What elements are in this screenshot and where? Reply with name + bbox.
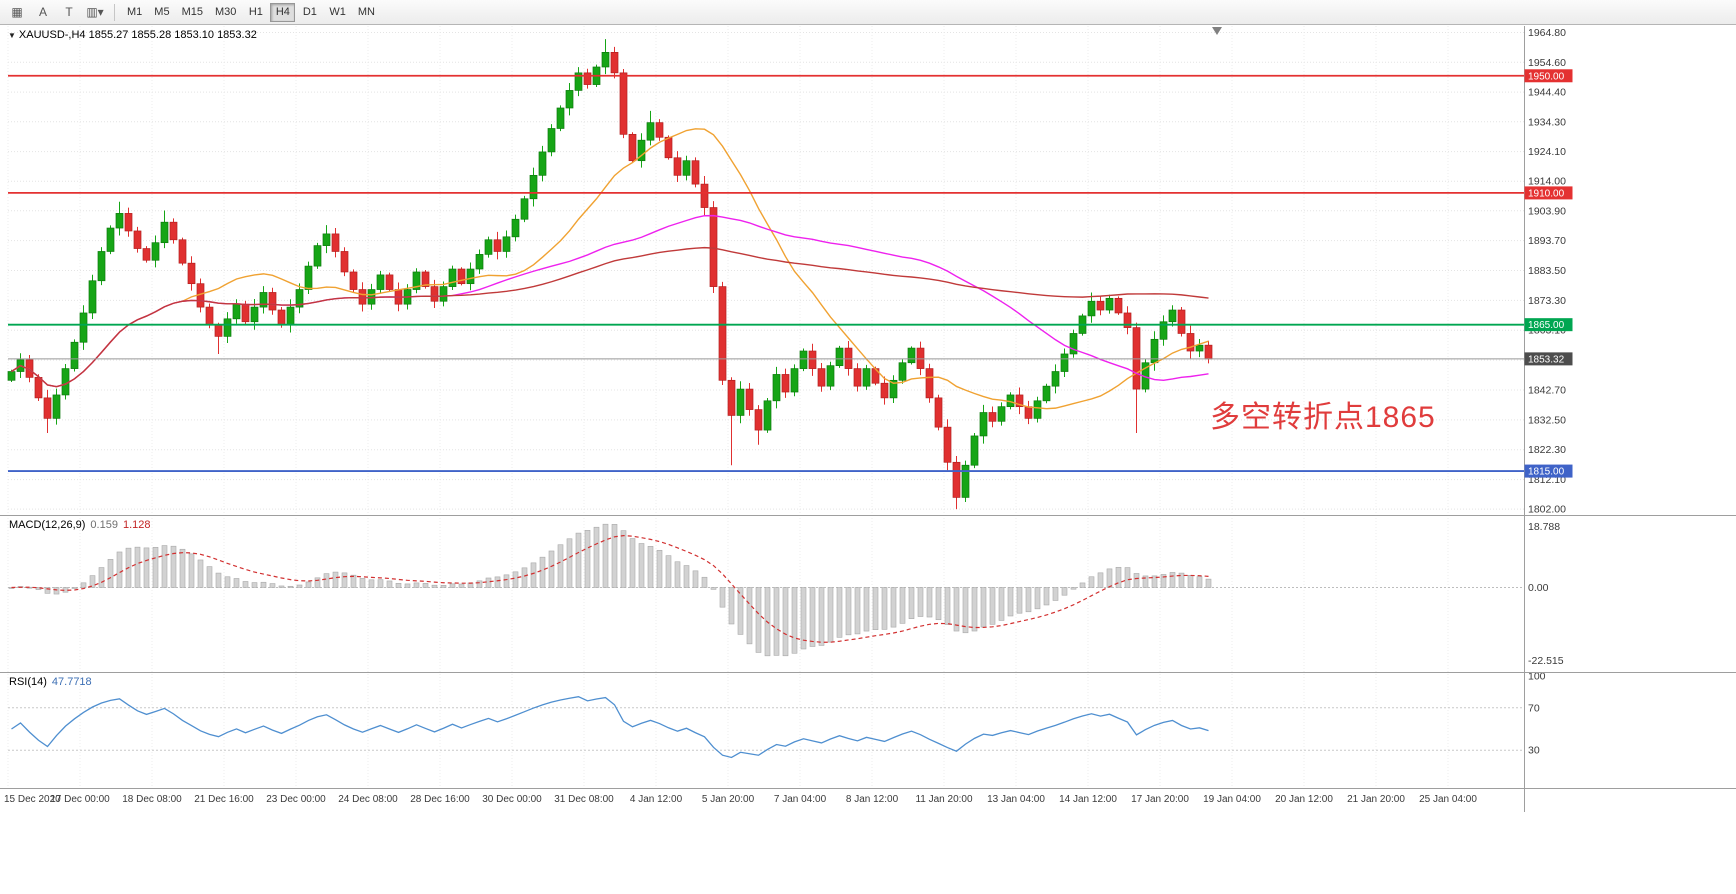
timeframe-button-m5[interactable]: M5 <box>149 3 174 22</box>
rsi-name: RSI(14) <box>9 676 47 688</box>
svg-text:17 Jan 20:00: 17 Jan 20:00 <box>1131 794 1189 805</box>
timeframe-button-m30[interactable]: M30 <box>210 3 241 22</box>
chart-shift-marker <box>1212 27 1222 35</box>
svg-text:1853.32: 1853.32 <box>1528 354 1565 365</box>
svg-text:1893.70: 1893.70 <box>1528 235 1566 247</box>
candlestick-series <box>7 39 1213 510</box>
rsi-indicator-label: RSI(14) 47.7718 <box>9 676 92 688</box>
svg-text:1873.30: 1873.30 <box>1528 295 1566 307</box>
timeframe-button-h1[interactable]: H1 <box>243 3 268 22</box>
macd-indicator-label: MACD(12,26,9) 0.159 1.128 <box>9 519 150 531</box>
svg-text:1914.00: 1914.00 <box>1528 176 1566 188</box>
svg-text:14 Jan 12:00: 14 Jan 12:00 <box>1059 794 1117 805</box>
grid <box>7 26 1524 788</box>
panel-separators <box>0 26 1736 812</box>
svg-text:7 Jan 04:00: 7 Jan 04:00 <box>774 794 827 805</box>
svg-text:100: 100 <box>1528 671 1546 683</box>
svg-text:70: 70 <box>1528 702 1540 714</box>
svg-text:1842.70: 1842.70 <box>1528 384 1566 396</box>
svg-text:1964.80: 1964.80 <box>1528 27 1566 39</box>
moving-averages <box>11 128 1209 410</box>
toolbar-separator <box>114 3 115 21</box>
svg-text:5 Jan 20:00: 5 Jan 20:00 <box>702 794 755 805</box>
svg-text:31 Dec 08:00: 31 Dec 08:00 <box>554 794 614 805</box>
svg-text:15 Dec 2020: 15 Dec 2020 <box>4 794 61 805</box>
svg-text:17 Dec 00:00: 17 Dec 00:00 <box>50 794 110 805</box>
svg-text:1944.40: 1944.40 <box>1528 87 1566 99</box>
svg-text:24 Dec 08:00: 24 Dec 08:00 <box>338 794 398 805</box>
timeframe-button-w1[interactable]: W1 <box>324 3 351 22</box>
timeframe-button-m15[interactable]: M15 <box>177 3 208 22</box>
text-tool-icon[interactable]: T <box>57 2 81 22</box>
svg-text:23 Dec 00:00: 23 Dec 00:00 <box>266 794 326 805</box>
annotation-text[interactable]: 多空转折点1865 <box>1210 401 1436 434</box>
svg-text:20 Jan 12:00: 20 Jan 12:00 <box>1275 794 1333 805</box>
svg-text:1822.30: 1822.30 <box>1528 444 1566 456</box>
svg-text:1954.60: 1954.60 <box>1528 57 1566 69</box>
svg-text:21 Dec 16:00: 21 Dec 16:00 <box>194 794 254 805</box>
horizontal-lines <box>8 74 1524 472</box>
svg-text:21 Jan 20:00: 21 Jan 20:00 <box>1347 794 1405 805</box>
text-label-icon[interactable]: A <box>31 2 55 22</box>
rsi-panel: 100 70 30 <box>8 671 1546 759</box>
svg-text:1903.90: 1903.90 <box>1528 205 1566 217</box>
ohlc-quote-text: 1855.27 1855.28 1853.10 1853.32 <box>88 29 257 41</box>
svg-text:19 Jan 04:00: 19 Jan 04:00 <box>1203 794 1261 805</box>
svg-text:1950.00: 1950.00 <box>1528 71 1565 82</box>
crosshair-grid-icon[interactable]: ▦ <box>5 2 29 22</box>
svg-text:-22.515: -22.515 <box>1528 655 1564 667</box>
svg-text:0.00: 0.00 <box>1528 582 1549 594</box>
timeframe-button-m1[interactable]: M1 <box>122 3 147 22</box>
svg-text:8 Jan 12:00: 8 Jan 12:00 <box>846 794 899 805</box>
price-tags: 1950.00 1910.00 1865.00 1815.00 1853.32 <box>1524 69 1573 478</box>
macd-name: MACD(12,26,9) <box>9 519 86 531</box>
price-axis: 1964.80 1954.60 1944.40 1934.30 1924.10 1914.… <box>1528 27 1566 516</box>
svg-text:4 Jan 12:00: 4 Jan 12:00 <box>630 794 683 805</box>
svg-text:25 Jan 04:00: 25 Jan 04:00 <box>1419 794 1477 805</box>
macd-signal-value: 1.128 <box>122 519 151 531</box>
macd-panel: 18.788 0.00 -22.515 <box>8 521 1564 667</box>
timeframe-button-d1[interactable]: D1 <box>297 3 322 22</box>
svg-text:28 Dec 16:00: 28 Dec 16:00 <box>410 794 470 805</box>
timeframe-button-mn[interactable]: MN <box>353 3 380 22</box>
svg-text:1883.50: 1883.50 <box>1528 265 1566 277</box>
symbol-period-text: XAUUSD-,H4 <box>18 29 86 41</box>
toolbar-icons: ▦ A T ▥▾ <box>4 2 108 22</box>
svg-text:1924.10: 1924.10 <box>1528 146 1566 158</box>
chart-type-dropdown-icon[interactable]: ▥▾ <box>83 2 107 22</box>
symbol-title: ▼ XAUUSD-,H4 1855.27 1855.28 1853.10 1853… <box>8 29 257 41</box>
svg-text:1934.30: 1934.30 <box>1528 116 1566 128</box>
svg-text:1802.00: 1802.00 <box>1528 504 1566 516</box>
svg-text:1910.00: 1910.00 <box>1528 188 1565 199</box>
toolbar: ▦ A T ▥▾ M1 M5 M15 M30 H1 H4 D1 W1 MN <box>0 0 1736 25</box>
svg-text:18.788: 18.788 <box>1528 521 1560 533</box>
chart-dropdown-icon[interactable]: ▼ <box>8 31 16 40</box>
rsi-value: 47.7718 <box>51 676 92 688</box>
svg-text:30: 30 <box>1528 745 1540 757</box>
svg-text:1832.50: 1832.50 <box>1528 414 1566 426</box>
timeframe-button-h4[interactable]: H4 <box>270 2 296 22</box>
svg-text:30 Dec 00:00: 30 Dec 00:00 <box>482 794 542 805</box>
svg-text:18 Dec 08:00: 18 Dec 08:00 <box>122 794 182 805</box>
timeframe-buttons: M1 M5 M15 M30 H1 H4 D1 W1 MN <box>121 2 381 22</box>
svg-text:11 Jan 20:00: 11 Jan 20:00 <box>915 794 973 805</box>
macd-main-value: 0.159 <box>90 519 118 531</box>
svg-text:1865.00: 1865.00 <box>1528 320 1565 331</box>
svg-text:1815.00: 1815.00 <box>1528 467 1565 478</box>
svg-text:13 Jan 04:00: 13 Jan 04:00 <box>987 794 1045 805</box>
